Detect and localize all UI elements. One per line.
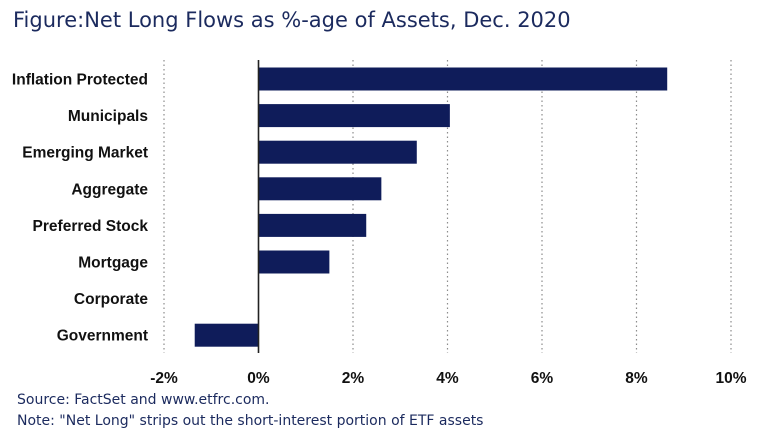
x-tick-labels: -2% 0% 2% 4% 6% 8% 10% — [150, 370, 747, 387]
bar — [258, 104, 450, 128]
bar — [258, 67, 668, 91]
bar — [258, 177, 382, 201]
x-tick-label: 8% — [625, 370, 648, 387]
category-label: Inflation Protected — [12, 72, 148, 89]
category-label: Corporate — [74, 291, 148, 308]
x-tick-label: 0% — [247, 370, 270, 387]
bar — [194, 323, 259, 347]
category-label: Mortgage — [78, 255, 148, 272]
category-label: Municipals — [68, 108, 148, 125]
bar-chart: Inflation Protected Municipals Emerging Ma… — [12, 60, 747, 387]
grid-lines — [163, 60, 732, 353]
title-text: Net Long Flows as %-age of Assets, Dec. … — [84, 8, 571, 32]
category-labels: Inflation Protected Municipals Emerging Ma… — [12, 72, 148, 345]
bar — [258, 140, 417, 164]
bar — [258, 213, 367, 237]
category-label: Emerging Market — [22, 145, 148, 162]
x-tick-label: 10% — [715, 370, 746, 387]
x-tick-label: -2% — [150, 370, 178, 387]
x-tick-label: 4% — [436, 370, 459, 387]
category-label: Preferred Stock — [33, 218, 149, 235]
source-note: Source: FactSet and www.etfrc.com. — [17, 392, 270, 408]
footnote: Note: "Net Long" strips out the short-in… — [17, 413, 484, 429]
chart-title: Figure:Net Long Flows as %-age of Assets… — [13, 8, 571, 32]
category-label: Government — [57, 328, 148, 345]
title-lead: Figure: — [13, 8, 85, 32]
bars — [194, 67, 668, 347]
bar — [258, 250, 330, 274]
x-tick-label: 2% — [342, 370, 365, 387]
x-tick-label: 6% — [531, 370, 554, 387]
category-label: Aggregate — [71, 181, 148, 198]
